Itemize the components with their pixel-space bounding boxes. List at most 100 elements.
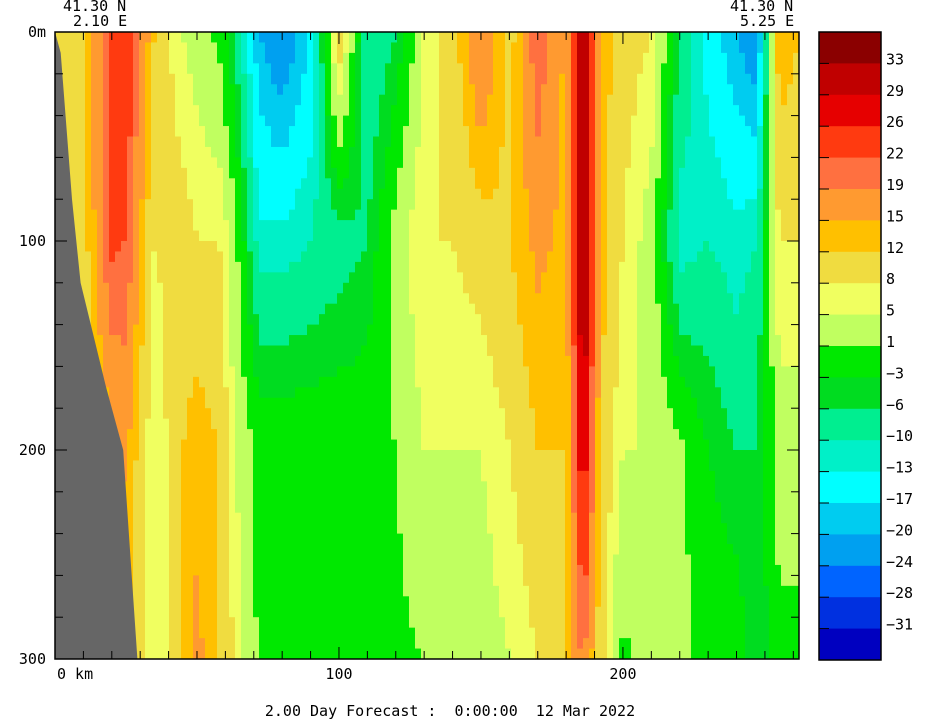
field-cell (385, 544, 392, 556)
field-cell (487, 261, 494, 273)
field-cell (361, 345, 368, 357)
field-cell (223, 303, 230, 315)
field-cell (349, 544, 356, 556)
field-cell (391, 272, 398, 284)
field-cell (511, 209, 518, 221)
field-cell (487, 408, 494, 420)
field-cell (361, 596, 368, 608)
field-cell (205, 585, 212, 597)
field-cell (499, 387, 506, 399)
field-cell (169, 32, 176, 44)
field-cell (421, 167, 428, 179)
field-cell (265, 188, 272, 200)
field-cell (349, 575, 356, 587)
field-cell (475, 355, 482, 367)
field-cell (205, 491, 212, 503)
field-cell (211, 272, 218, 284)
field-cell (235, 554, 242, 566)
field-cell (355, 251, 362, 263)
field-cell (475, 241, 482, 253)
field-cell (451, 376, 458, 388)
field-cell (283, 241, 290, 253)
field-cell (547, 596, 554, 608)
field-cell (457, 251, 464, 263)
field-cell (463, 554, 470, 566)
field-cell (553, 188, 560, 200)
field-cell (289, 157, 296, 169)
field-cell (247, 42, 254, 54)
field-cell (283, 418, 290, 430)
field-cell (145, 418, 152, 430)
field-cell (247, 32, 254, 44)
field-cell (235, 209, 242, 221)
field-cell (223, 585, 230, 597)
field-cell (331, 460, 338, 472)
field-cell (499, 523, 506, 535)
field-cell (193, 272, 200, 284)
field-cell (313, 575, 320, 587)
field-cell (457, 523, 464, 535)
field-cell (463, 376, 470, 388)
field-cell (361, 335, 368, 347)
field-cell (439, 502, 446, 514)
field-cell (301, 63, 308, 75)
field-cell (403, 105, 410, 117)
field-cell (481, 230, 488, 242)
field-cell (235, 502, 242, 514)
field-cell (361, 115, 368, 127)
field-cell (271, 355, 278, 367)
field-cell (145, 282, 152, 294)
field-cell (445, 596, 452, 608)
field-cell (277, 94, 284, 106)
field-cell (211, 146, 218, 158)
field-cell (367, 314, 374, 326)
field-cell (283, 136, 290, 148)
field-cell (115, 345, 122, 357)
field-cell (439, 418, 446, 430)
field-cell (481, 627, 488, 639)
field-cell (529, 345, 536, 357)
field-cell (289, 512, 296, 524)
field-cell (67, 84, 74, 96)
field-cell (385, 439, 392, 451)
field-cell (325, 324, 332, 336)
field-cell (427, 460, 434, 472)
field-cell (289, 146, 296, 158)
field-cell (481, 188, 488, 200)
field-cell (391, 115, 398, 127)
field-cell (229, 387, 236, 399)
field-cell (223, 450, 230, 462)
field-cell (145, 157, 152, 169)
field-cell (235, 355, 242, 367)
field-cell (259, 324, 266, 336)
field-cell (403, 533, 410, 545)
field-cell (367, 418, 374, 430)
field-cell (199, 84, 206, 96)
field-cell (505, 293, 512, 305)
field-cell (421, 397, 428, 409)
field-cell (217, 241, 224, 253)
field-cell (493, 345, 500, 357)
field-cell (421, 627, 428, 639)
field-cell (229, 94, 236, 106)
field-cell (307, 512, 314, 524)
field-cell (433, 105, 440, 117)
field-cell (409, 261, 416, 273)
field-cell (505, 251, 512, 263)
field-cell (145, 387, 152, 399)
field-cell (271, 638, 278, 650)
field-cell (415, 502, 422, 514)
field-cell (235, 324, 242, 336)
field-cell (367, 408, 374, 420)
field-cell (469, 450, 476, 462)
field-cell (487, 554, 494, 566)
field-cell (223, 460, 230, 472)
field-cell (331, 241, 338, 253)
field-cell (421, 251, 428, 263)
field-cell (151, 188, 158, 200)
field-cell (169, 366, 176, 378)
field-cell (109, 136, 116, 148)
field-cell (529, 32, 536, 44)
field-cell (475, 146, 482, 158)
field-cell (475, 429, 482, 441)
